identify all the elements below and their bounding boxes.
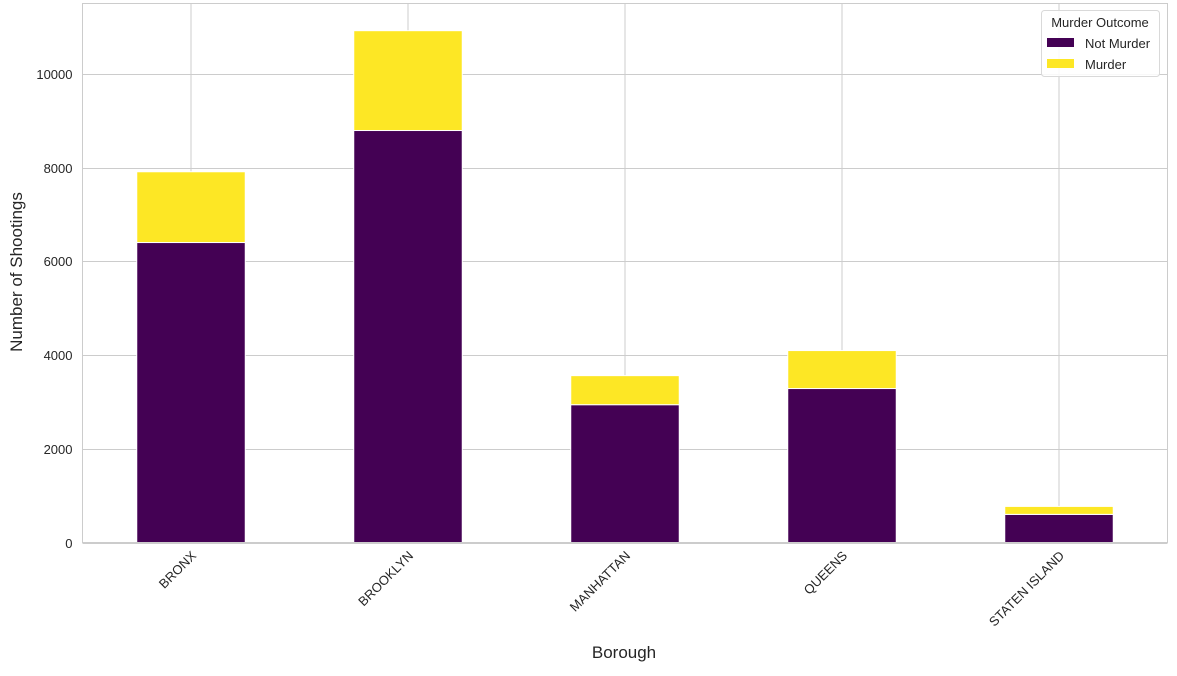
bar-murder-bronx <box>136 171 246 244</box>
x-tick-labels: BRONX BROOKLYN MANHATTAN QUEENS STATEN ISLAN… <box>156 548 1067 630</box>
x-tick-label: BROOKLYN <box>355 548 416 609</box>
bar-murder-manhattan <box>570 375 680 406</box>
plot-frame <box>82 3 1168 543</box>
x-tick-label: QUEENS <box>801 548 851 598</box>
y-tick-label: 10000 <box>36 67 72 82</box>
x-tick-label: STATEN ISLAND <box>986 548 1067 629</box>
bars <box>136 30 1114 544</box>
bar-murder-queens <box>787 350 897 390</box>
x-tick-label: MANHATTAN <box>567 548 633 614</box>
bar-not-murder-staten-island <box>1004 513 1114 543</box>
legend-swatch-murder <box>1047 59 1074 68</box>
legend-title: Murder Outcome <box>1051 15 1149 30</box>
bar-murder-staten-island <box>1004 505 1114 515</box>
y-tick-labels: 0 2000 4000 6000 8000 10000 <box>36 67 72 551</box>
bar-not-murder-manhattan <box>570 404 680 544</box>
y-tick-label: 8000 <box>44 161 73 176</box>
legend-label-not-murder: Not Murder <box>1085 36 1151 51</box>
legend-swatch-not-murder <box>1047 38 1074 47</box>
y-tick-label: 6000 <box>44 254 73 269</box>
x-axis-label: Borough <box>592 643 656 662</box>
bar-not-murder-brooklyn <box>353 130 463 544</box>
y-tick-label: 0 <box>65 536 72 551</box>
bar-not-murder-queens <box>787 388 897 543</box>
y-tick-label: 2000 <box>44 442 73 457</box>
y-axis-label: Number of Shootings <box>7 192 26 352</box>
x-tick-label: BRONX <box>156 548 200 592</box>
legend: Murder Outcome Not Murder Murder <box>1041 10 1160 77</box>
legend-label-murder: Murder <box>1085 57 1127 72</box>
bar-not-murder-bronx <box>136 242 246 543</box>
y-tick-label: 4000 <box>44 348 73 363</box>
bar-murder-brooklyn <box>353 30 463 132</box>
